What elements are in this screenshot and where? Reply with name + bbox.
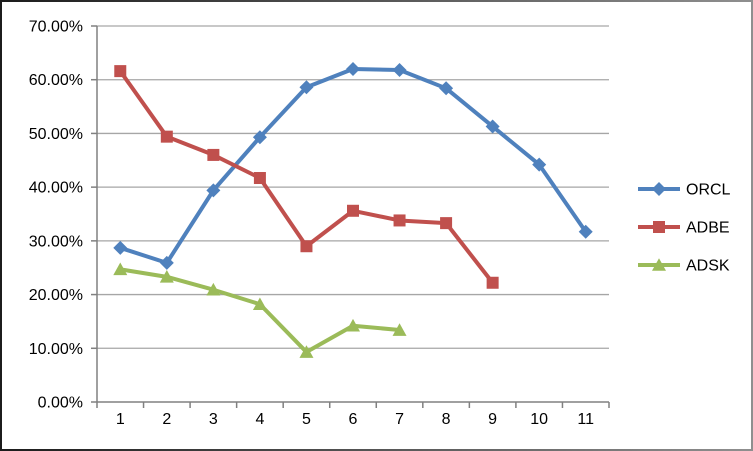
y-axis-tick-label: 40.00% <box>29 180 83 197</box>
y-axis <box>91 25 98 403</box>
triangle-icon <box>652 258 666 271</box>
data-point-marker-adsk <box>206 282 221 296</box>
y-axis-tick-labels: 0.00% 10.00% 20.00% 30.00% 40.00% 50.00% 60.00… <box>29 19 83 412</box>
x-axis-tick-label: 4 <box>255 411 264 428</box>
y-axis-tick-label: 30.00% <box>29 233 83 250</box>
y-axis-tick-label: 70.00% <box>29 19 83 36</box>
data-point-marker-orcl <box>299 80 314 95</box>
legend-label: ADSK <box>686 258 730 275</box>
x-axis-tick-label: 9 <box>488 411 497 428</box>
y-axis-tick-label: 60.00% <box>29 72 83 89</box>
y-axis-tick-label: 10.00% <box>29 341 83 358</box>
x-axis-tick-label: 2 <box>162 411 171 428</box>
data-point-marker-adbe <box>207 148 220 161</box>
data-point-marker-orcl <box>578 224 593 239</box>
x-axis-tick-label: 1 <box>116 411 125 428</box>
data-point-marker-orcl <box>113 240 128 255</box>
x-axis-tick-label: 5 <box>302 411 311 428</box>
y-axis-tick-label: 50.00% <box>29 126 83 143</box>
diamond-icon <box>652 182 666 196</box>
data-point-marker-orcl <box>252 130 267 145</box>
x-axis-tick-label: 11 <box>577 411 594 428</box>
series-plot <box>113 61 593 358</box>
legend-item-orcl[interactable]: ORCL <box>638 182 731 199</box>
data-point-marker-orcl <box>159 255 174 270</box>
data-point-marker-adsk <box>299 345 314 358</box>
data-point-marker-adsk <box>346 318 360 332</box>
legend-label: ORCL <box>686 182 731 199</box>
data-point-marker-orcl <box>485 119 500 134</box>
x-axis-tick-labels: 1 2 3 4 5 6 7 8 9 10 11 <box>116 411 594 428</box>
data-point-marker-adbe <box>486 276 499 289</box>
legend-item-adsk[interactable]: ADSK <box>638 258 730 275</box>
data-point-marker-orcl <box>206 183 221 198</box>
data-point-marker-adsk <box>113 262 128 276</box>
data-point-marker-adsk <box>159 270 174 283</box>
x-axis-tick-label: 8 <box>442 411 451 428</box>
data-point-marker-adbe <box>393 214 406 227</box>
data-point-marker-adbe <box>300 240 313 253</box>
x-axis-tick-label: 3 <box>209 411 218 428</box>
x-axis-tick-label: 10 <box>530 411 548 428</box>
data-point-marker-adbe <box>440 217 453 230</box>
x-axis-tick-label: 6 <box>349 411 358 428</box>
data-point-marker-adbe <box>160 130 173 143</box>
legend-item-adbe[interactable]: ADBE <box>638 220 730 237</box>
data-point-marker-orcl <box>346 61 360 76</box>
data-point-marker-adbe <box>347 204 359 217</box>
x-axis-tick-label: 7 <box>395 411 404 428</box>
data-point-marker-adsk <box>252 297 267 311</box>
data-point-marker-adbe <box>253 172 266 185</box>
data-point-marker-orcl <box>392 63 407 78</box>
square-icon <box>653 221 665 233</box>
x-axis <box>96 401 610 408</box>
legend-label: ADBE <box>686 220 730 237</box>
data-point-marker-adsk <box>392 323 407 336</box>
data-point-marker-orcl <box>439 81 454 96</box>
y-axis-tick-label: 20.00% <box>29 287 83 304</box>
y-axis-tick-label: 0.00% <box>38 395 83 412</box>
data-point-marker-adbe <box>114 65 127 78</box>
legend: ORCL ADBE ADSK <box>638 182 731 275</box>
data-point-marker-orcl <box>532 157 547 172</box>
